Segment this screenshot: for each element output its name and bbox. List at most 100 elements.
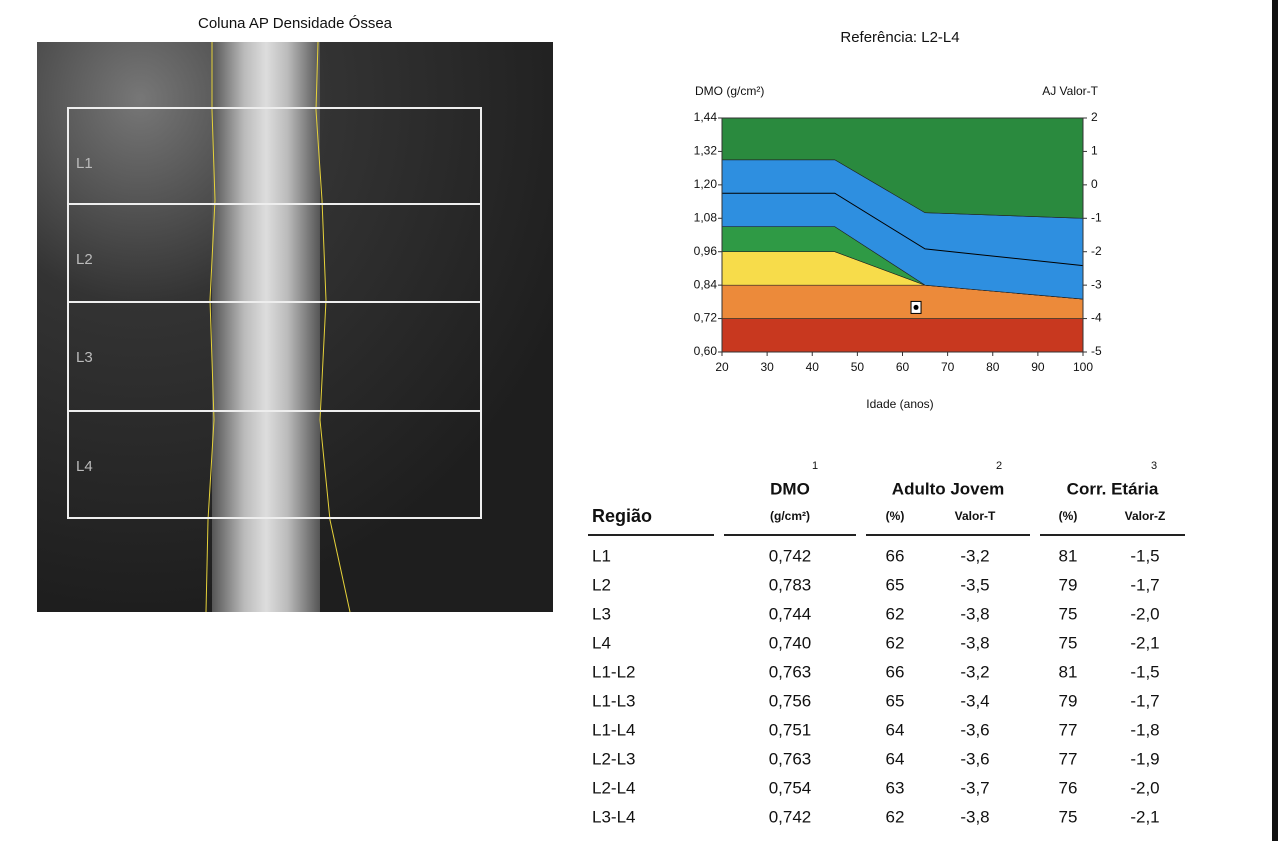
cell: -3,8	[960, 604, 989, 623]
cell: 0,740	[769, 633, 812, 652]
cell: -3,6	[960, 749, 989, 768]
cell: 79	[1059, 575, 1078, 594]
row-label: L3-L4	[592, 807, 635, 826]
cell: 77	[1059, 720, 1078, 739]
column-header: Valor-T	[955, 509, 996, 523]
cell: -1,8	[1130, 720, 1159, 739]
column-header: Valor-Z	[1125, 509, 1166, 523]
cell: -3,8	[960, 633, 989, 652]
row-label: L1-L4	[592, 720, 635, 739]
region-label: L4	[76, 458, 93, 475]
cell: 65	[886, 575, 905, 594]
footnote-mark: 2	[996, 460, 1002, 472]
cell: 62	[886, 807, 905, 826]
cell: 0,756	[769, 691, 812, 710]
cell: 0,763	[769, 749, 812, 768]
x-tick-label: 70	[941, 360, 955, 374]
row-label: L4	[592, 633, 611, 652]
cell: -3,2	[960, 546, 989, 565]
y2-tick-label: 2	[1091, 110, 1098, 124]
y-tick-label: 0,60	[694, 344, 718, 358]
cell: -3,6	[960, 720, 989, 739]
row-label: L2-L4	[592, 778, 635, 797]
y-axis-label: DMO (g/cm²)	[695, 84, 764, 98]
y2-tick-label: 0	[1091, 177, 1098, 191]
cell: -3,7	[960, 778, 989, 797]
region-label: L2	[76, 251, 93, 268]
y2-tick-label: -4	[1091, 311, 1102, 325]
cell: 62	[886, 633, 905, 652]
cell: -3,8	[960, 807, 989, 826]
cell: 76	[1059, 778, 1078, 797]
x-tick-label: 60	[896, 360, 910, 374]
cell: 0,763	[769, 662, 812, 681]
cell: 81	[1059, 546, 1078, 565]
y2-tick-label: 1	[1091, 144, 1098, 158]
y-tick-label: 0,72	[694, 311, 718, 325]
cell: -1,9	[1130, 749, 1159, 768]
column-header: (%)	[1059, 509, 1078, 523]
group-title: DMO	[770, 479, 810, 498]
cell: -2,1	[1130, 633, 1159, 652]
report: Coluna AP Densidade Óssea L1 L2 L3 L4 Refer…	[0, 0, 1278, 841]
x-tick-label: 30	[760, 360, 774, 374]
cell: 0,742	[769, 807, 812, 826]
x-tick-label: 20	[715, 360, 729, 374]
spine	[212, 42, 320, 612]
x-axis-label: Idade (anos)	[866, 397, 933, 411]
row-label: L3	[592, 604, 611, 623]
cell: -2,0	[1130, 778, 1159, 797]
y-tick-label: 1,08	[694, 210, 718, 224]
column-header: (g/cm²)	[770, 509, 810, 523]
cell: -2,1	[1130, 807, 1159, 826]
row-label: L2	[592, 575, 611, 594]
cell: 63	[886, 778, 905, 797]
image-title: Coluna AP Densidade Óssea	[198, 15, 393, 32]
cell: 0,754	[769, 778, 812, 797]
y-tick-label: 1,44	[694, 110, 718, 124]
cell: 75	[1059, 604, 1078, 623]
group-title: Corr. Etária	[1067, 479, 1159, 498]
x-tick-label: 80	[986, 360, 1000, 374]
row-label: L1	[592, 546, 611, 565]
chart: Referência: L2-L4 DMO (g/cm²) AJ Valor-T Id…	[694, 29, 1102, 411]
cell: -1,5	[1130, 662, 1159, 681]
footnote-mark: 3	[1151, 460, 1157, 472]
reference-band	[722, 319, 1083, 352]
x-tick-label: 100	[1073, 360, 1093, 374]
cell: -3,4	[960, 691, 989, 710]
region-header: Região	[592, 506, 652, 526]
cell: -1,5	[1130, 546, 1159, 565]
cell: -3,5	[960, 575, 989, 594]
cell: 75	[1059, 807, 1078, 826]
cell: 65	[886, 691, 905, 710]
cell: 66	[886, 662, 905, 681]
cell: -1,7	[1130, 575, 1159, 594]
y2-tick-label: -5	[1091, 344, 1102, 358]
cell: 66	[886, 546, 905, 565]
row-label: L1-L2	[592, 662, 635, 681]
chart-title: Referência: L2-L4	[840, 29, 959, 46]
cell: -3,2	[960, 662, 989, 681]
y2-tick-label: -1	[1091, 210, 1102, 224]
cell: 79	[1059, 691, 1078, 710]
y-tick-label: 0,96	[694, 244, 718, 258]
footnote-mark: 1	[812, 460, 818, 472]
y2-axis-label: AJ Valor-T	[1042, 84, 1098, 98]
patient-dot	[914, 305, 919, 310]
cell: 0,783	[769, 575, 812, 594]
region-label: L3	[76, 349, 93, 366]
cell: 62	[886, 604, 905, 623]
x-tick-label: 50	[851, 360, 865, 374]
cell: 77	[1059, 749, 1078, 768]
column-header: (%)	[886, 509, 905, 523]
cell: 64	[886, 720, 905, 739]
cell: 81	[1059, 662, 1078, 681]
group-title: Adulto Jovem	[892, 479, 1004, 498]
cell: 0,751	[769, 720, 812, 739]
row-label: L2-L3	[592, 749, 635, 768]
cell: 0,742	[769, 546, 812, 565]
row-label: L1-L3	[592, 691, 635, 710]
page: Coluna AP Densidade Óssea L1 L2 L3 L4 Refer…	[0, 0, 1278, 841]
cell: -2,0	[1130, 604, 1159, 623]
